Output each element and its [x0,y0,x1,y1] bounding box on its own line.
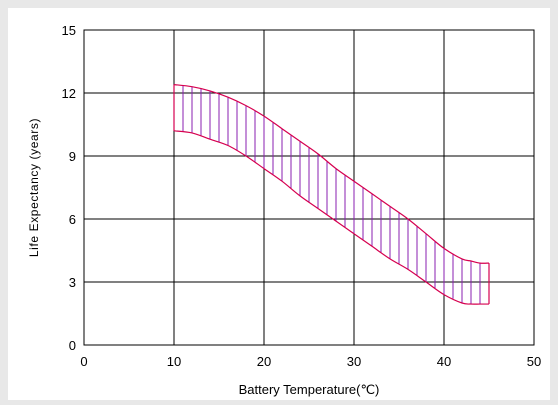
y-tick-label: 12 [62,86,76,101]
y-tick-label: 15 [62,23,76,38]
x-tick-label: 40 [437,354,451,369]
x-tick-label: 0 [80,354,87,369]
tick-labels: 0 10 20 30 40 50 0 3 6 9 12 15 [62,23,542,369]
band-outline [173,84,490,305]
x-axis-label: Battery Temperature(℃) [239,382,380,397]
x-tick-label: 50 [527,354,541,369]
plot-border [83,29,535,346]
x-tick-label: 10 [167,354,181,369]
y-tick-label: 6 [69,212,76,227]
lower-bound-line [173,130,489,305]
y-tick-label: 0 [69,338,76,353]
y-tick-label: 3 [69,275,76,290]
chart-panel: 0 10 20 30 40 50 0 3 6 9 12 15 Battery Temperature(… [8,8,550,400]
hatch-lines [182,85,481,305]
life-expectancy-chart: 0 10 20 30 40 50 0 3 6 9 12 15 Battery Temperature(… [27,23,542,397]
x-tick-label: 30 [347,354,361,369]
y-tick-label: 9 [69,149,76,164]
x-tick-label: 20 [257,354,271,369]
upper-bound-line [173,84,490,264]
y-axis-label: Life Expectancy (years) [27,118,41,257]
